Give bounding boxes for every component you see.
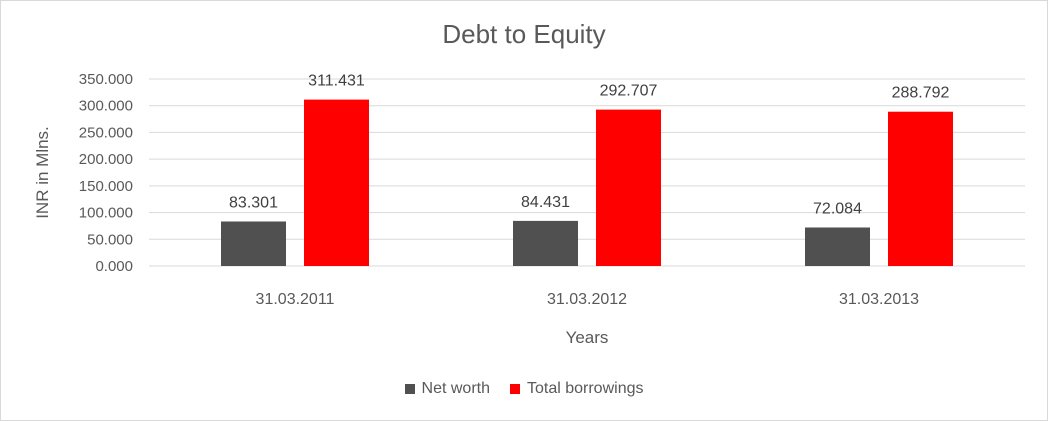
data-label: 292.707	[600, 83, 658, 100]
chart-title: Debt to Equity	[442, 19, 606, 49]
x-tick-label: 31.03.2012	[547, 291, 627, 308]
y-tick-label: 150.000	[79, 178, 133, 195]
y-tick-label: 200.000	[79, 151, 133, 168]
data-label: 84.431	[521, 194, 570, 211]
legend-item-total-borrowings: Total borrowings	[509, 380, 644, 398]
data-label: 83.301	[229, 194, 278, 211]
bar-total-borrowings	[888, 111, 953, 266]
bar-net-worth	[805, 227, 870, 266]
bar-total-borrowings	[304, 99, 369, 266]
x-tick-label: 31.03.2013	[839, 291, 919, 308]
data-label: 311.431	[308, 73, 365, 90]
legend-label-net-worth: Net worth	[421, 380, 490, 397]
bar-net-worth	[513, 220, 578, 266]
y-axis-title: INR in Mlns.	[33, 126, 52, 219]
y-tick-label: 300.000	[79, 98, 133, 115]
y-tick-label: 350.000	[79, 71, 133, 88]
legend-item-net-worth: Net worth	[404, 380, 490, 398]
data-label: 72.084	[813, 200, 862, 217]
y-tick-label: 50.000	[87, 231, 133, 248]
bar-total-borrowings	[596, 109, 661, 266]
y-tick-label: 100.000	[79, 205, 133, 222]
legend: Net worth Total borrowings	[1, 380, 1047, 398]
data-label: 288.792	[892, 85, 950, 102]
y-tick-label: 250.000	[79, 124, 133, 141]
bar-net-worth	[221, 221, 286, 266]
x-tick-label: 31.03.2011	[256, 291, 335, 308]
x-axis-title: Years	[566, 328, 609, 347]
y-tick-label: 0.000	[95, 258, 133, 275]
legend-label-total-borrowings: Total borrowings	[526, 380, 644, 397]
legend-swatch-net-worth	[404, 384, 415, 394]
legend-swatch-total-borrowings	[509, 384, 520, 394]
